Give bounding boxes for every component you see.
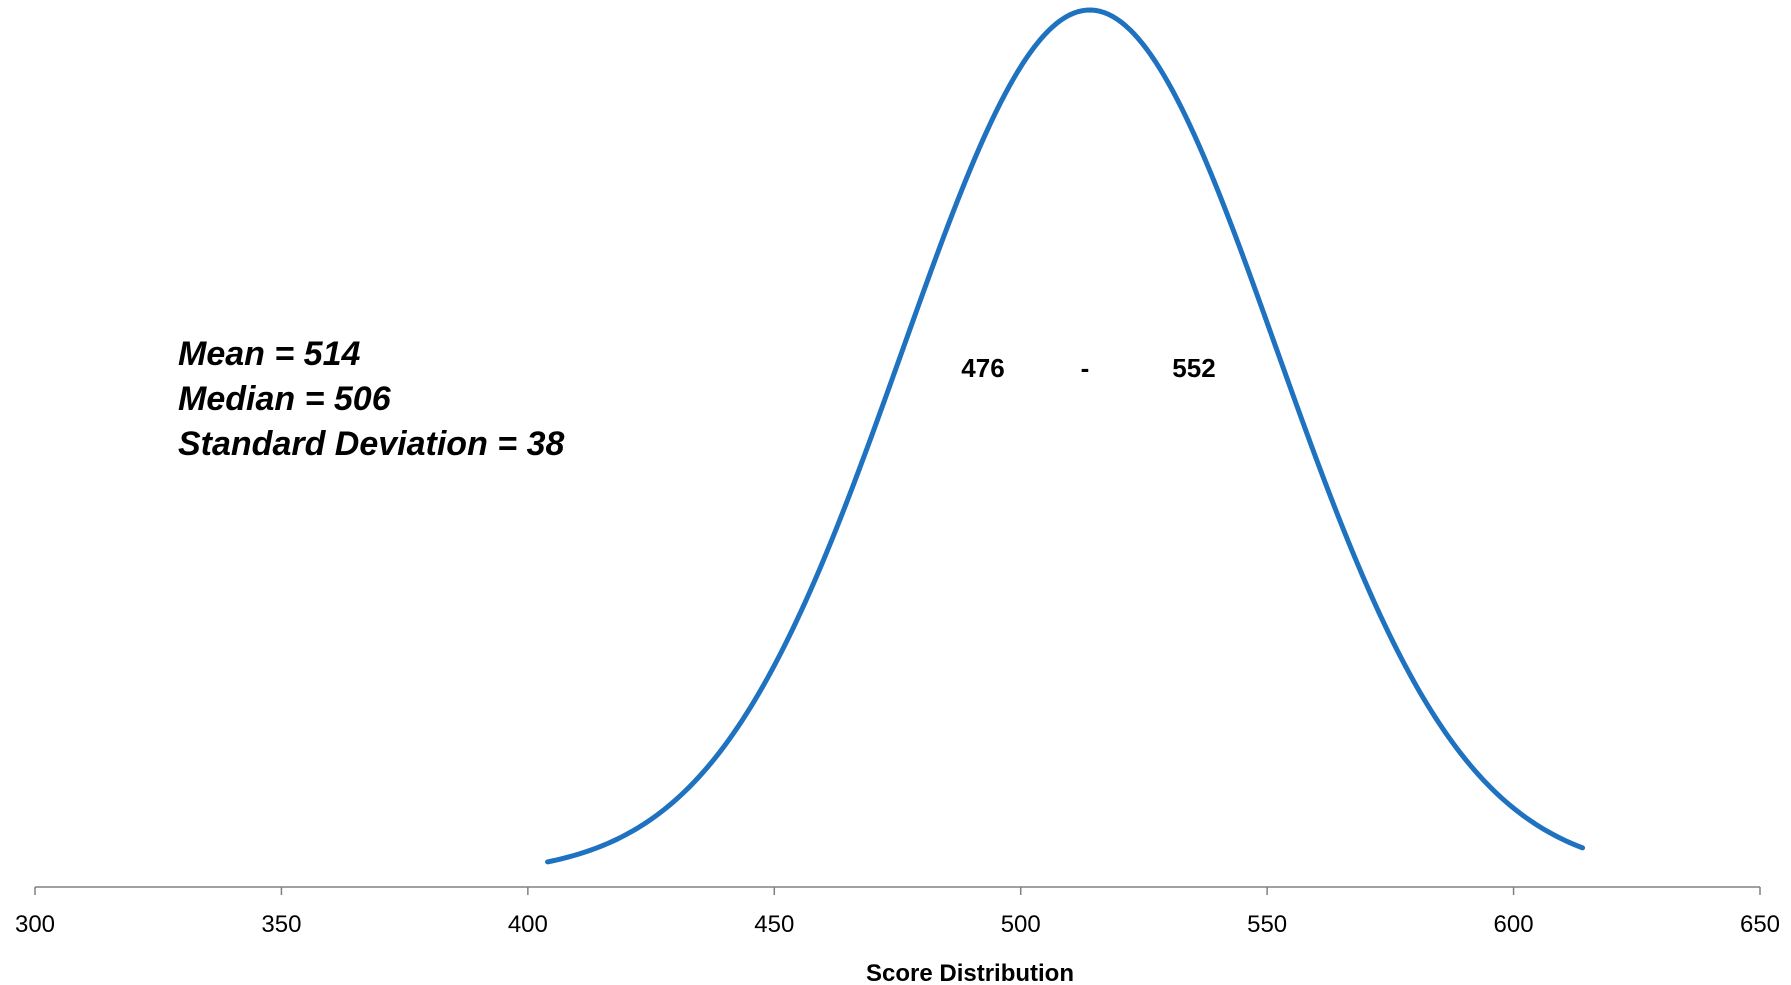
standard-deviation-label: Standard Deviation = 38 bbox=[178, 425, 564, 463]
plot-area: 300 350 400 450 500 550 600 650 bbox=[15, 7, 1780, 938]
x-tick-label: 500 bbox=[1001, 911, 1041, 938]
mean-label: Mean = 514 bbox=[178, 335, 360, 373]
x-tick-label: 400 bbox=[508, 911, 548, 938]
x-axis-title: Score Distribution bbox=[866, 960, 1074, 985]
x-axis-tick-labels: 300 350 400 450 500 550 600 650 bbox=[15, 911, 1780, 938]
range-low-label: 476 bbox=[961, 353, 1004, 383]
x-tick-label: 650 bbox=[1740, 911, 1780, 938]
x-tick-label: 600 bbox=[1494, 911, 1534, 938]
x-tick-label: 300 bbox=[15, 911, 55, 938]
distribution-curve bbox=[545, 7, 1586, 865]
x-tick-label: 550 bbox=[1247, 911, 1287, 938]
x-tick-label: 350 bbox=[261, 911, 301, 938]
range-high-label: 552 bbox=[1172, 353, 1215, 383]
range-annotation: 476 - 552 bbox=[961, 353, 1215, 383]
stats-annotation: Mean = 514 Median = 506 Standard Deviati… bbox=[178, 335, 564, 463]
median-label: Median = 506 bbox=[178, 380, 392, 418]
x-axis-ticks bbox=[34, 887, 1761, 895]
range-separator: - bbox=[1081, 353, 1090, 383]
x-tick-label: 450 bbox=[754, 911, 794, 938]
